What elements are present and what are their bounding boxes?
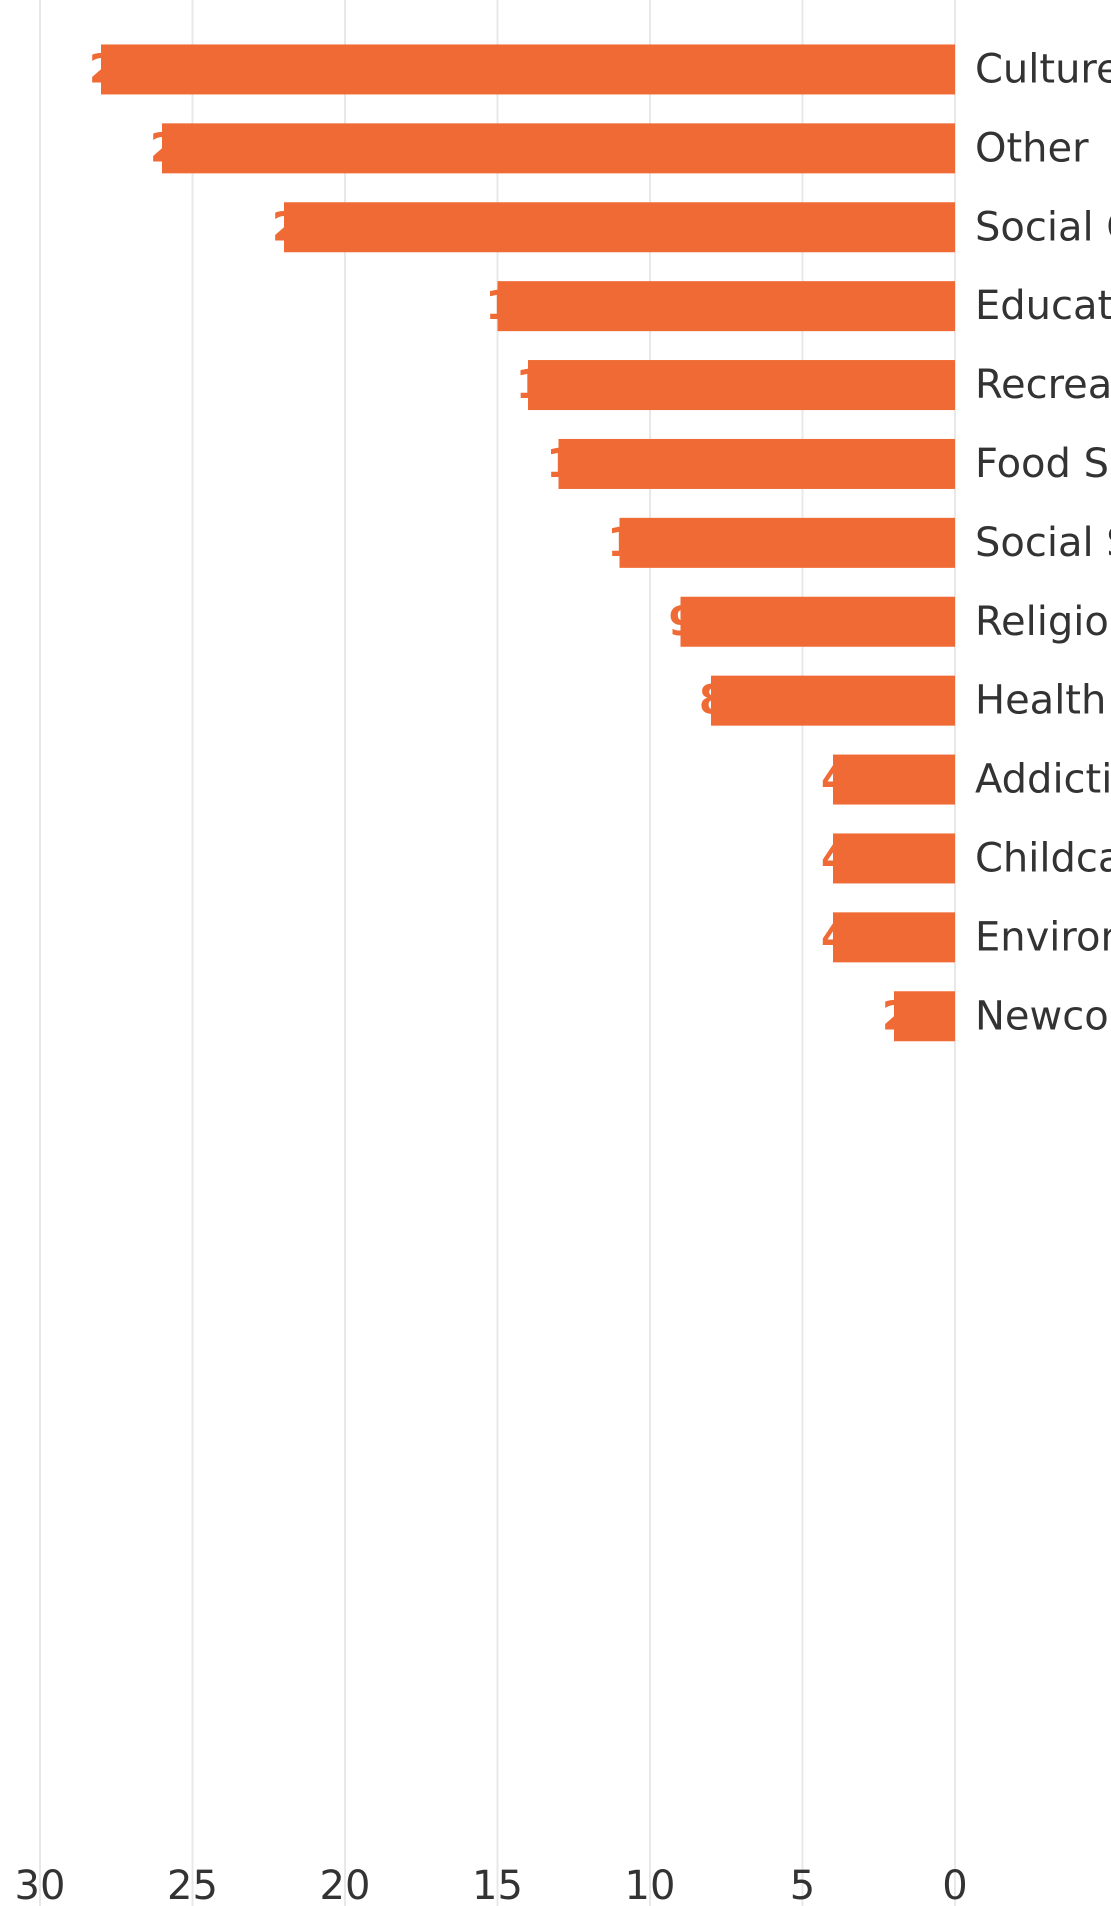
bar-10: [833, 833, 955, 884]
bar-6: [619, 517, 955, 568]
value-label-4: 14: [516, 362, 572, 408]
tick-label-10: 10: [625, 1863, 676, 1906]
category-label-1: Other: [975, 125, 1089, 171]
value-label-3: 15: [486, 283, 542, 329]
tick-label-0: 0: [942, 1863, 967, 1906]
category-label-9: Addiction and Mental Health: [975, 757, 1111, 803]
category-labels: Culture and Arts Other Social Club Educatio…: [975, 46, 1111, 1039]
category-label-12: Newcomer Settlement Services: [975, 993, 1111, 1039]
bars: [101, 44, 955, 1042]
bar-5: [558, 438, 955, 489]
tick-label-15: 15: [472, 1863, 523, 1906]
value-label-9: 4: [821, 757, 849, 803]
value-label-2: 22: [272, 204, 328, 250]
value-label-1: 26: [150, 125, 206, 171]
category-label-4: Recreation and Sports: [975, 362, 1111, 408]
value-label-5: 13: [547, 441, 603, 487]
bar-3: [497, 281, 955, 332]
category-label-10: Childcare: [975, 835, 1111, 881]
bar-12: [894, 991, 955, 1042]
value-label-6: 11: [608, 520, 664, 566]
tick-label-30: 30: [15, 1863, 66, 1906]
tick-label-25: 25: [167, 1863, 218, 1906]
bar-4: [528, 360, 955, 411]
category-label-2: Social Club: [975, 204, 1111, 250]
category-label-3: Education and Research: [975, 283, 1111, 329]
value-label-0: 28: [89, 46, 145, 92]
value-label-12: 2: [882, 993, 910, 1039]
bar-2: [284, 202, 955, 253]
y-axis-tick-labels: 0 5 10 15 20 25 30: [15, 1863, 968, 1906]
bar-8: [711, 675, 955, 726]
tick-label-5: 5: [790, 1863, 815, 1906]
category-label-0: Culture and Arts: [975, 46, 1111, 92]
bar-1: [162, 123, 955, 174]
category-label-7: Religion: [975, 599, 1111, 645]
value-label-7: 9: [669, 599, 697, 645]
bar-11: [833, 912, 955, 963]
bar-0: [101, 44, 955, 95]
bar-7: [680, 596, 955, 647]
category-label-5: Food Security and Food Services: [975, 441, 1111, 487]
bar-9: [833, 754, 955, 805]
category-label-6: Social Services: [975, 520, 1111, 566]
value-label-8: 8: [699, 678, 727, 724]
value-label-11: 4: [821, 914, 849, 960]
category-label-8: Health: [975, 678, 1106, 724]
category-label-11: Environment: [975, 914, 1111, 960]
value-label-10: 4: [821, 835, 849, 881]
tick-label-20: 20: [320, 1863, 371, 1906]
